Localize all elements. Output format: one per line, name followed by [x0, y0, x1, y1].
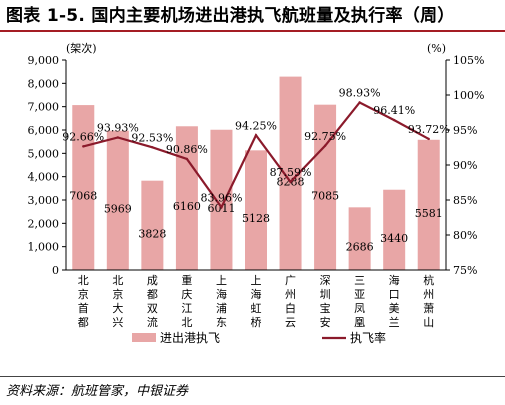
y-right-tick-label: 100%: [453, 89, 484, 102]
bar: [279, 76, 302, 270]
rate-data-label: 92.66%: [62, 130, 104, 143]
title-rule: [0, 30, 505, 32]
rate-data-label: 83.96%: [200, 191, 242, 204]
y-left-tick-label: 1,000: [28, 241, 60, 254]
y-right-tick-label: 105%: [453, 54, 484, 67]
rate-point: [116, 136, 120, 139]
bar-data-label: 7068: [69, 190, 97, 203]
bar: [72, 105, 95, 270]
bar: [175, 126, 198, 271]
bar-data-label: 5128: [242, 212, 270, 225]
bar: [348, 207, 371, 270]
bar: [141, 180, 164, 270]
rate-point: [151, 146, 154, 149]
x-tick-label: 北京大兴: [112, 274, 123, 329]
bar-data-label: 7085: [311, 189, 339, 202]
y-left-unit: (架次): [66, 41, 97, 55]
bar-data-label: 6160: [173, 200, 201, 213]
y-right-tick-label: 85%: [453, 194, 477, 207]
rate-data-label: 87.59%: [270, 166, 312, 179]
bar-data-label: 3440: [380, 232, 408, 245]
rate-data-label: 92.75%: [304, 130, 346, 143]
rate-data-label: 96.41%: [373, 104, 415, 117]
y-right-tick-label: 75%: [453, 264, 477, 277]
x-tick-label: 海口美兰: [389, 273, 400, 329]
rate-point: [358, 101, 361, 104]
rate-point: [427, 137, 430, 141]
y-left-tick-label: 9,000: [28, 54, 60, 67]
bar: [314, 104, 337, 270]
y-right-tick-label: 80%: [453, 229, 477, 242]
rate-point: [392, 118, 396, 122]
rate-data-label: 93.93%: [97, 121, 139, 134]
rate-point: [254, 134, 258, 137]
legend-bar-label: 进出港执飞: [160, 331, 220, 345]
y-left-tick-label: 7,000: [28, 101, 60, 114]
bar: [417, 139, 440, 270]
rate-point: [289, 180, 292, 184]
rate-data-label: 94.25%: [235, 119, 277, 132]
x-tick-label: 广州白云: [285, 274, 296, 329]
x-tick-label: 杭州萧山: [423, 273, 434, 329]
rate-data-label: 92.53%: [131, 131, 173, 144]
y-left-tick-label: 6,000: [28, 124, 60, 137]
y-left-tick-label: 2,000: [28, 217, 60, 230]
rate-point: [323, 144, 327, 147]
bar-data-label: 3828: [138, 227, 166, 240]
bar: [106, 130, 129, 270]
rate-point: [82, 145, 85, 148]
y-left-tick-label: 0: [52, 264, 59, 277]
rate-point: [220, 206, 223, 209]
x-tick-label: 重庆江北: [181, 273, 192, 329]
y-right-tick-label: 90%: [453, 159, 477, 172]
bar: [210, 129, 233, 270]
source-note: 资料来源：航班管家，中银证券: [6, 384, 189, 399]
bar-data-label: 5581: [415, 207, 443, 220]
chart: (架次) (%) 0 1,000 2,000 3,000 4,000 5,000 6,000…: [28, 41, 485, 345]
x-tick-label: 深圳宝安: [320, 274, 331, 329]
y-left-tick-label: 5,000: [28, 147, 60, 160]
legend-line-label: 执飞率: [350, 330, 386, 345]
bar: [383, 189, 406, 270]
x-tick-label: 三亚凤凰: [354, 274, 365, 329]
bar-data-label: 2686: [346, 241, 374, 254]
rate-data-label: 98.93%: [339, 86, 381, 99]
rate-data-label: 93.72%: [408, 123, 450, 136]
x-tick-label: 北京首都: [78, 274, 89, 329]
x-tick-label: 上海浦东: [216, 274, 227, 329]
bar: [245, 150, 267, 270]
y-left-tick-label: 3,000: [28, 194, 60, 207]
legend-bar-swatch: [132, 333, 156, 342]
figure-title: 图表 1-5. 国内主要机场进出港执飞航班量及执行率（周）: [6, 6, 455, 26]
rate-point: [185, 157, 189, 161]
rate-data-label: 90.86%: [166, 143, 208, 156]
x-tick-label: 上海虹桥: [251, 274, 262, 329]
bar-data-label: 5969: [104, 202, 132, 215]
bottom-rule: [0, 376, 505, 377]
y-right-unit: (%): [427, 42, 446, 55]
y-left-tick-label: 8,000: [28, 77, 60, 90]
x-tick-label: 成都双流: [147, 274, 158, 329]
y-left-tick-label: 4,000: [28, 171, 60, 184]
y-right-tick-label: 95%: [453, 124, 477, 137]
